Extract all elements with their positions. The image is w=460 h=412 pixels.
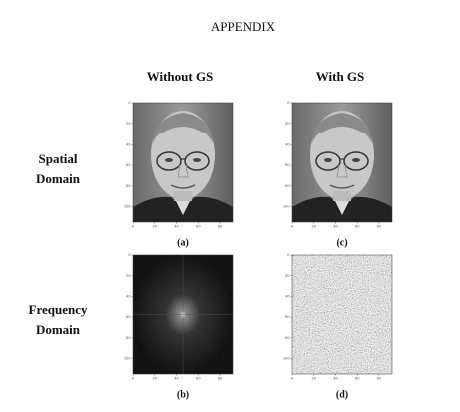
y-tick-label: 40 [126, 293, 131, 298]
x-tick-label: 40 [174, 224, 179, 229]
appendix-title: APPENDIX [211, 19, 276, 34]
y-tick-label: 20 [126, 121, 131, 126]
x-tick-label: 0 [132, 224, 135, 229]
panel-frame [291, 102, 393, 223]
y-tick-label: 80 [285, 183, 290, 188]
y-tick-label: 0 [287, 252, 290, 257]
panel-caption: (a) [177, 237, 189, 248]
y-tick-label: 60 [285, 162, 290, 167]
x-tick-label: 0 [132, 376, 135, 381]
y-tick-label: 0 [128, 252, 131, 257]
x-tick-label: 0 [291, 376, 294, 381]
x-tick-label: 80 [218, 224, 223, 229]
y-tick-label: 40 [285, 141, 290, 146]
row-label: Domain [36, 322, 81, 337]
y-tick-label: 0 [128, 100, 131, 105]
y-tick-label: 40 [126, 141, 131, 146]
x-tick-label: 80 [377, 376, 382, 381]
panel-frame [132, 102, 234, 223]
x-tick-label: 0 [291, 224, 294, 229]
y-tick-label: 40 [285, 293, 290, 298]
column-header: With GS [316, 69, 365, 84]
y-tick-label: 20 [126, 273, 131, 278]
y-tick-label: 60 [126, 162, 131, 167]
y-tick-label: 60 [126, 314, 131, 319]
row-label: Spatial [38, 151, 77, 166]
row-label: Domain [36, 171, 81, 186]
image-c [291, 102, 393, 223]
column-header: Without GS [147, 69, 214, 84]
x-tick-label: 40 [333, 224, 338, 229]
x-tick-label: 20 [153, 224, 158, 229]
y-tick-label: 80 [126, 183, 131, 188]
x-tick-label: 80 [218, 376, 223, 381]
y-tick-label: 20 [285, 121, 290, 126]
panel-frame [132, 254, 234, 375]
y-tick-label: 100 [283, 204, 290, 209]
x-tick-label: 60 [355, 376, 360, 381]
x-tick-label: 60 [196, 376, 201, 381]
x-tick-label: 60 [196, 224, 201, 229]
y-tick-label: 100 [283, 356, 290, 361]
panel-caption: (c) [336, 237, 347, 248]
y-tick-label: 60 [285, 314, 290, 319]
y-tick-label: 100 [124, 204, 131, 209]
x-tick-label: 60 [355, 224, 360, 229]
panel-caption: (d) [336, 389, 348, 400]
row-label: Frequency [29, 302, 88, 317]
y-tick-label: 80 [285, 335, 290, 340]
x-tick-label: 40 [333, 376, 338, 381]
image-a [132, 102, 234, 223]
y-tick-label: 80 [126, 335, 131, 340]
y-tick-label: 100 [124, 356, 131, 361]
panel-caption: (b) [177, 389, 189, 400]
image-b [133, 255, 233, 374]
image-d [292, 255, 392, 374]
x-tick-label: 80 [377, 224, 382, 229]
y-tick-label: 0 [287, 100, 290, 105]
x-tick-label: 20 [153, 376, 158, 381]
y-tick-label: 20 [285, 273, 290, 278]
panel-frame [291, 254, 393, 375]
x-tick-label: 20 [312, 376, 317, 381]
x-tick-label: 40 [174, 376, 179, 381]
x-tick-label: 20 [312, 224, 317, 229]
